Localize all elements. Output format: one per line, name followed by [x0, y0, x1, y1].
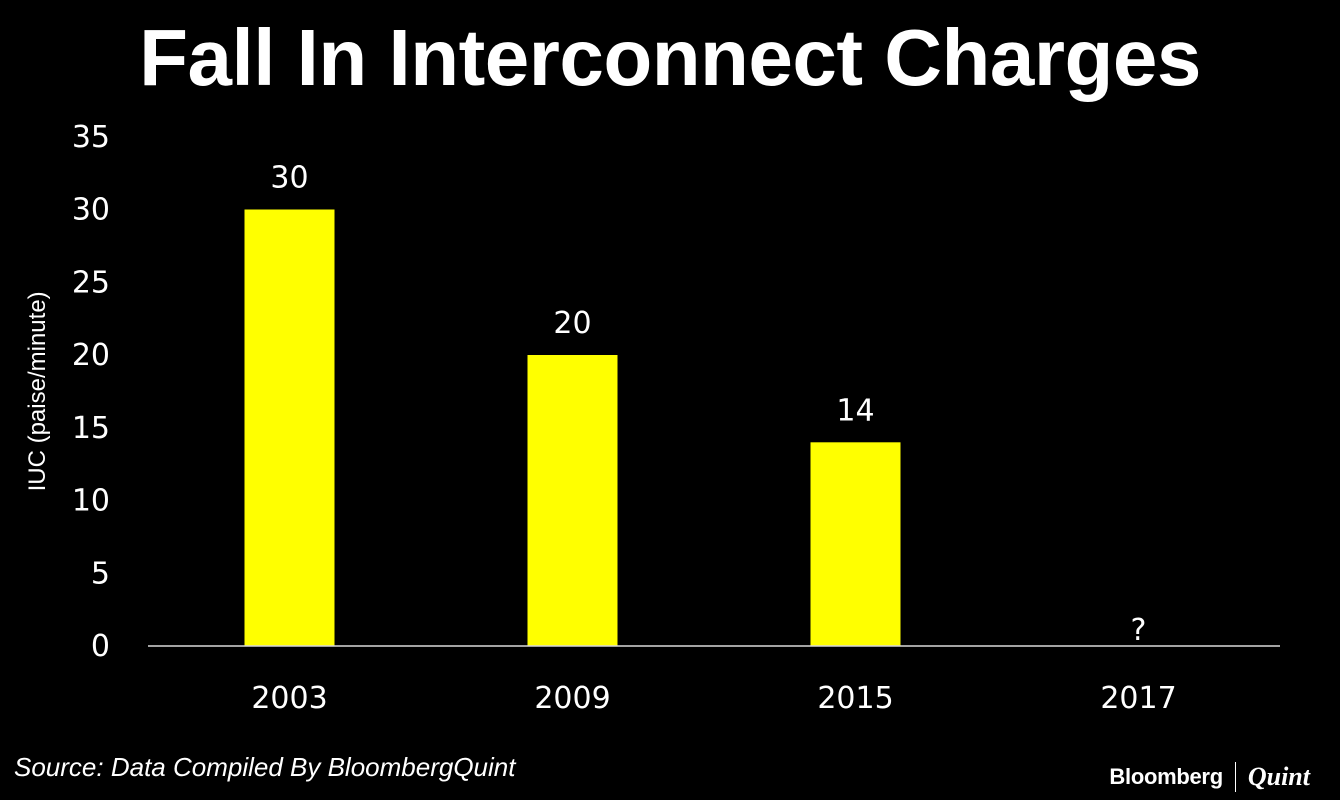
x-tick-label: 2017	[1100, 681, 1176, 716]
x-tick-label: 2009	[534, 681, 610, 716]
y-tick-label: 5	[91, 556, 110, 591]
y-tick-label: 25	[72, 265, 110, 300]
y-tick-label: 30	[72, 193, 110, 228]
y-tick-label: 10	[72, 484, 110, 519]
logo-sub: Quint	[1247, 762, 1310, 791]
chart-title: Fall In Interconnect Charges	[139, 13, 1201, 102]
data-label: 14	[836, 393, 874, 428]
publisher-logo: Bloomberg Quint	[1109, 760, 1310, 794]
y-axis-label: IUC (paise/minute)	[24, 291, 51, 491]
y-tick-label: 15	[72, 411, 110, 446]
data-label: 30	[270, 161, 308, 196]
data-label: ?	[1131, 613, 1147, 648]
y-tick-label: 35	[72, 120, 110, 155]
x-tick-label: 2003	[251, 681, 327, 716]
x-tick-label: 2015	[817, 681, 893, 716]
bar	[810, 442, 901, 646]
y-tick-label: 0	[91, 629, 110, 664]
source-note: Source: Data Compiled By BloombergQuint	[14, 752, 516, 782]
logo-divider	[1234, 762, 1236, 792]
logo-brand: Bloomberg	[1109, 764, 1223, 789]
y-tick-label: 20	[72, 338, 110, 373]
bar	[527, 355, 618, 646]
data-label: 20	[553, 306, 591, 341]
bar	[244, 209, 335, 646]
